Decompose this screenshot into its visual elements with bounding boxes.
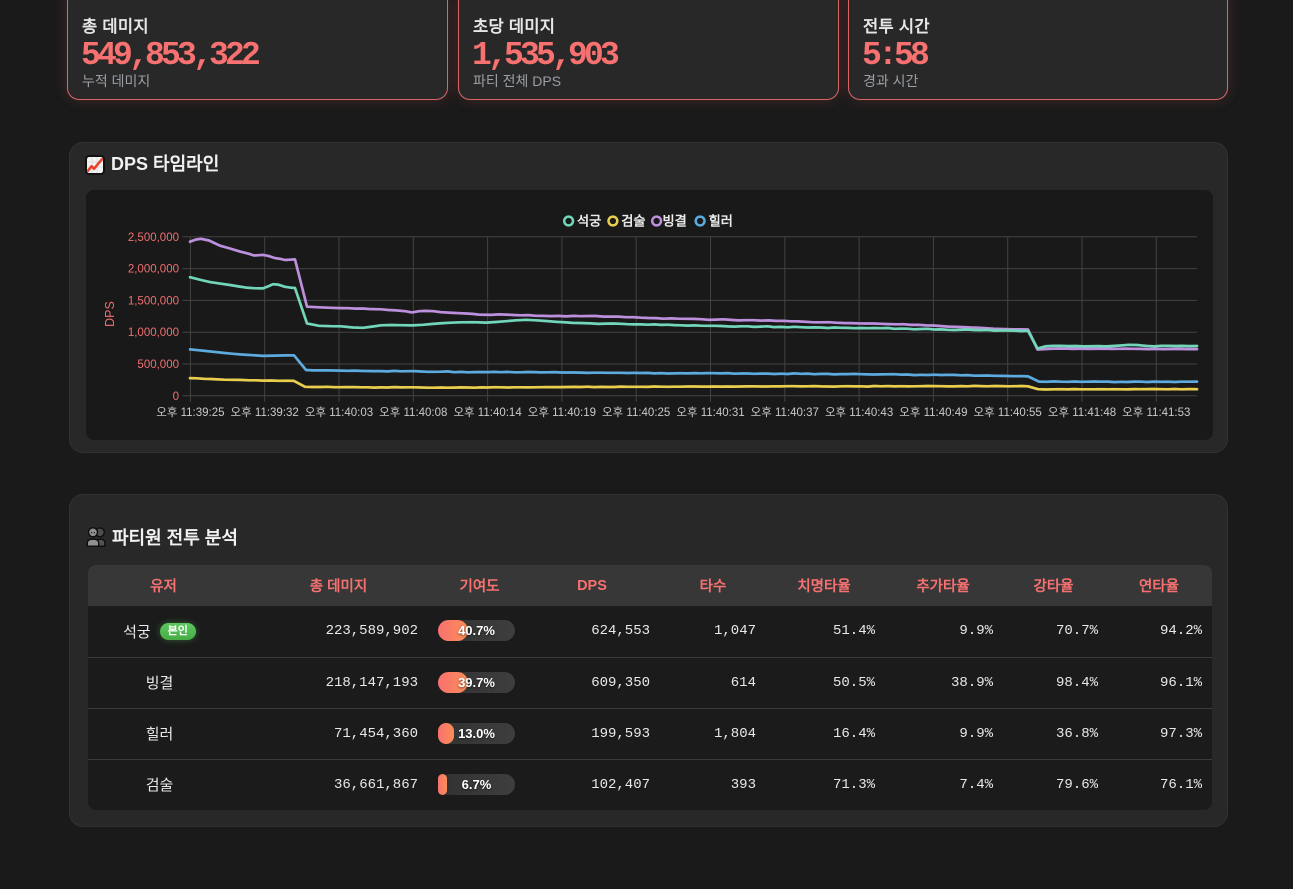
svg-text:오후 11:39:25: 오후 11:39:25 — [156, 406, 224, 419]
svg-text:오후 11:40:43: 오후 11:40:43 — [825, 406, 893, 419]
svg-text:오후 11:40:19: 오후 11:40:19 — [528, 406, 596, 419]
svg-text:오후 11:41:53: 오후 11:41:53 — [1122, 406, 1190, 419]
svg-text:오후 11:40:55: 오후 11:40:55 — [974, 406, 1042, 419]
svg-text:DPS: DPS — [103, 301, 117, 327]
svg-text:500,000: 500,000 — [137, 359, 179, 371]
svg-text:오후 11:39:32: 오후 11:39:32 — [231, 406, 299, 419]
svg-text:오후 11:40:14: 오후 11:40:14 — [453, 406, 522, 419]
svg-text:1,000,000: 1,000,000 — [128, 327, 179, 339]
svg-text:힐러: 힐러 — [709, 213, 733, 229]
svg-text:빙결: 빙결 — [663, 214, 687, 229]
svg-text:오후 11:40:25: 오후 11:40:25 — [602, 406, 670, 419]
svg-text:석궁: 석궁 — [577, 214, 601, 229]
svg-text:오후 11:41:48: 오후 11:41:48 — [1048, 406, 1116, 419]
svg-text:1,500,000: 1,500,000 — [128, 295, 179, 307]
svg-text:오후 11:40:03: 오후 11:40:03 — [305, 406, 373, 419]
svg-text:오후 11:40:37: 오후 11:40:37 — [751, 406, 819, 419]
svg-text:0: 0 — [173, 391, 179, 403]
svg-text:오후 11:40:49: 오후 11:40:49 — [899, 406, 967, 419]
svg-text:오후 11:40:08: 오후 11:40:08 — [379, 406, 447, 419]
svg-text:검술: 검술 — [621, 214, 645, 229]
svg-text:2,000,000: 2,000,000 — [128, 264, 179, 276]
svg-text:2,500,000: 2,500,000 — [128, 232, 179, 244]
svg-text:오후 11:40:31: 오후 11:40:31 — [676, 406, 744, 419]
